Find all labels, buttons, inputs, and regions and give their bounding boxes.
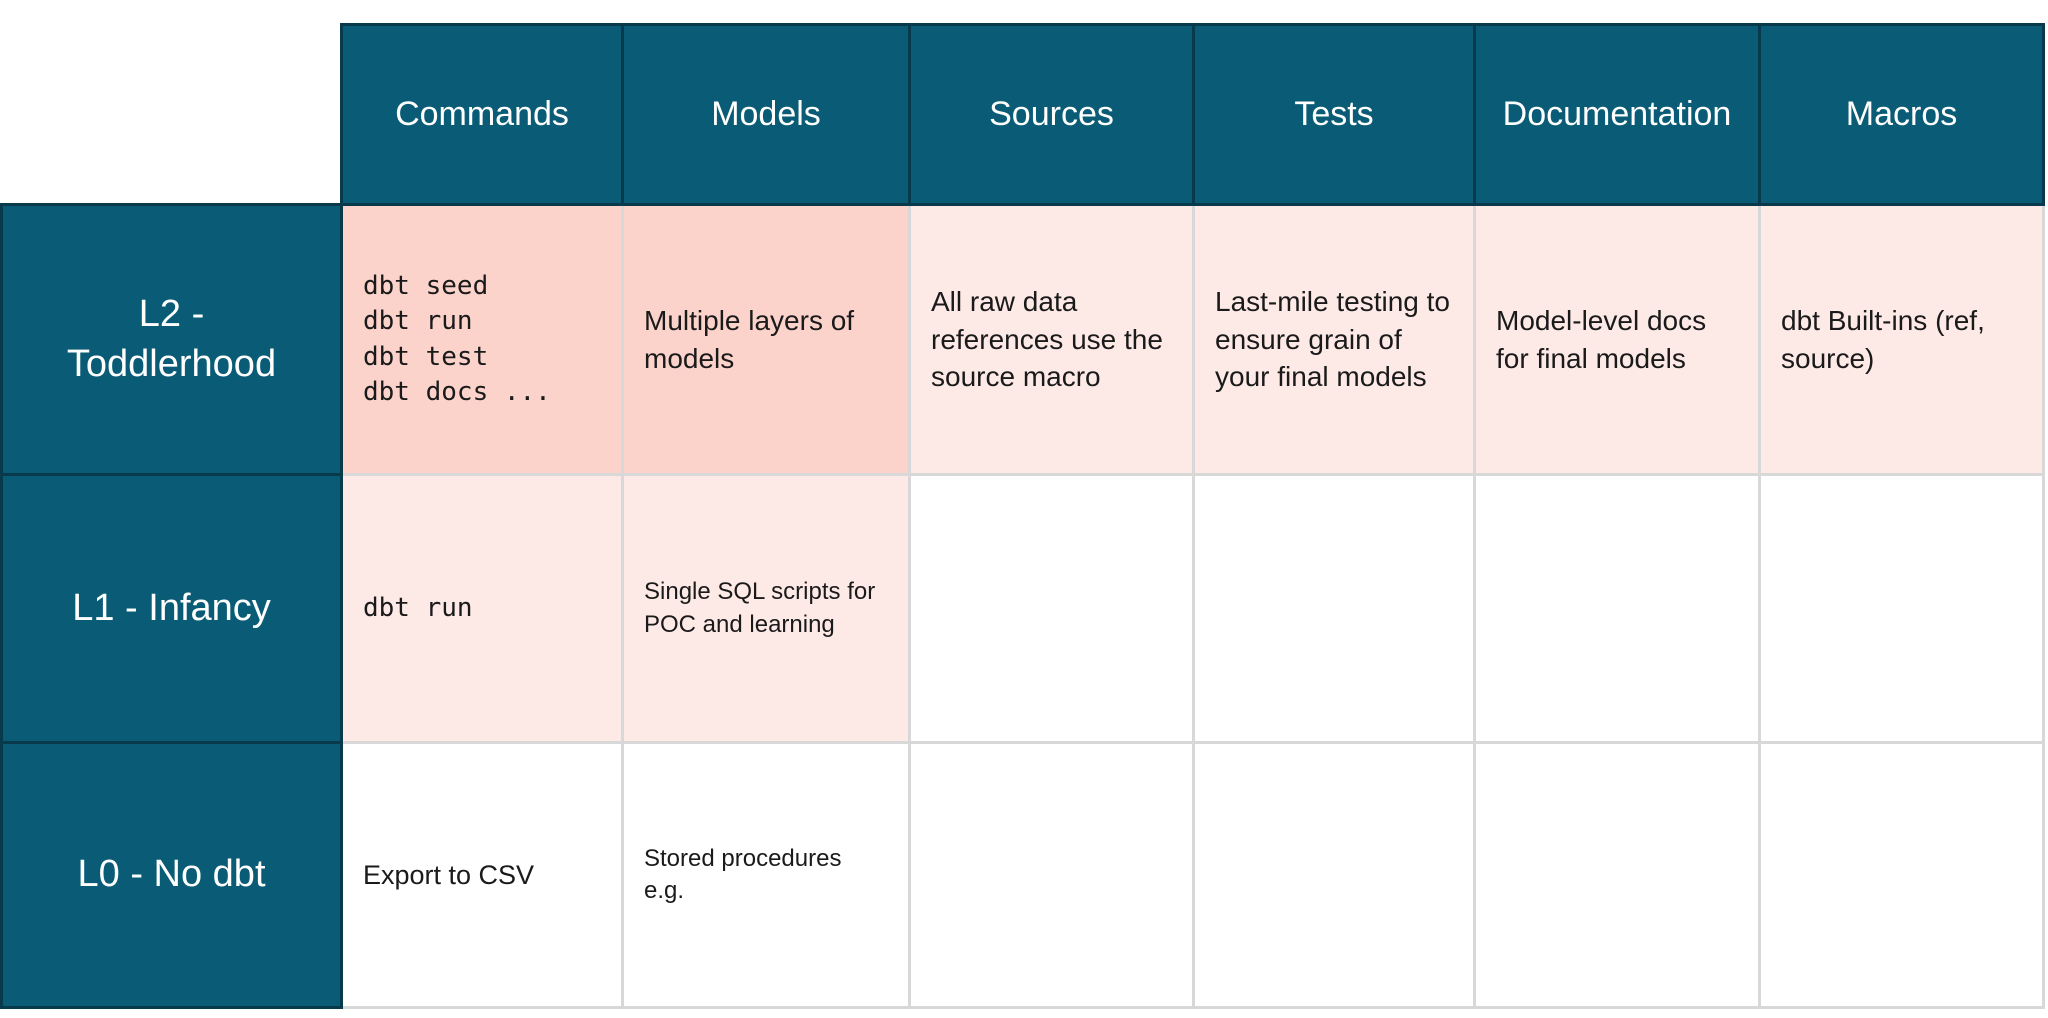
- cell-l2-documentation: Model-level docs for final models: [1473, 203, 1761, 476]
- col-header-macros: Macros: [1758, 23, 2045, 206]
- cell-l1-macros: [1758, 473, 2045, 744]
- cell-l1-documentation: [1473, 473, 1761, 744]
- col-header-tests: Tests: [1192, 23, 1476, 206]
- cell-l0-commands: Export to CSV: [340, 741, 624, 1009]
- cell-l2-sources: All raw data references use the source m…: [908, 203, 1195, 476]
- cell-l1-commands: dbt run: [340, 473, 624, 744]
- cell-l0-documentation: [1473, 741, 1761, 1009]
- cell-l0-tests: [1192, 741, 1476, 1009]
- cell-l1-sources: [908, 473, 1195, 744]
- cell-l2-commands: dbt seed dbt run dbt test dbt docs ...: [340, 203, 624, 476]
- cell-l2-tests: Last-mile testing to ensure grain of you…: [1192, 203, 1476, 476]
- cell-l2-models: Multiple layers of models: [621, 203, 911, 476]
- corner-cell: [1, 24, 342, 205]
- col-header-documentation: Documentation: [1473, 23, 1761, 206]
- cell-l0-sources: [908, 741, 1195, 1009]
- maturity-table: Commands Models Sources Tests Documentat…: [0, 23, 2045, 1009]
- cell-l0-models: Stored procedures e.g.: [621, 741, 911, 1009]
- row-header-l0: L0 - No dbt: [0, 741, 343, 1009]
- row-header-l2: L2 - Toddlerhood: [0, 203, 343, 476]
- row-l1: L1 - Infancy dbt run Single SQL scripts …: [0, 473, 2045, 744]
- cell-l0-macros: [1758, 741, 2045, 1009]
- col-header-commands: Commands: [340, 23, 624, 206]
- cell-l2-macros: dbt Built-ins (ref, source): [1758, 203, 2045, 476]
- col-header-sources: Sources: [908, 23, 1195, 206]
- row-l2: L2 - Toddlerhood dbt seed dbt run dbt te…: [0, 203, 2045, 476]
- cell-l1-models: Single SQL scripts for POC and learning: [621, 473, 911, 744]
- header-row: Commands Models Sources Tests Documentat…: [1, 23, 2045, 206]
- row-l0: L0 - No dbt Export to CSV Stored procedu…: [0, 741, 2045, 1009]
- maturity-table-container: Commands Models Sources Tests Documentat…: [0, 23, 2045, 1009]
- cell-l1-tests: [1192, 473, 1476, 744]
- col-header-models: Models: [621, 23, 911, 206]
- row-header-l1: L1 - Infancy: [0, 473, 343, 744]
